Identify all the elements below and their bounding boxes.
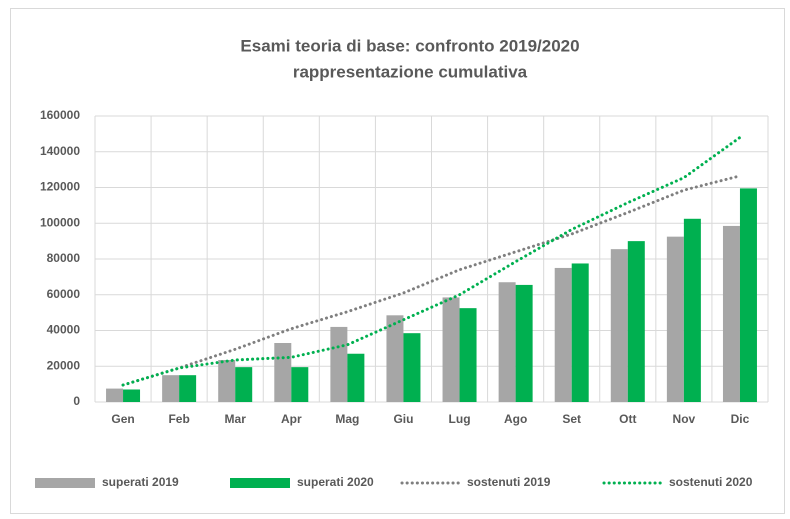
bar [610, 249, 628, 402]
legend-swatch [35, 478, 95, 488]
y-tick-label: 100000 [40, 215, 80, 229]
x-tick-label: Nov [673, 412, 696, 426]
x-tick-label: Dic [731, 412, 750, 426]
bar [666, 236, 684, 402]
bar [515, 284, 533, 402]
bar [162, 375, 180, 402]
bar [459, 308, 477, 402]
bar [235, 367, 253, 402]
legend-swatch [230, 478, 290, 488]
bar [403, 333, 421, 402]
bar [571, 263, 589, 402]
bar [106, 388, 124, 402]
legend-label: superati 2019 [102, 475, 179, 489]
y-tick-label: 140000 [40, 144, 80, 158]
x-tick-label: Mar [225, 412, 247, 426]
bar [722, 225, 740, 402]
bar [274, 343, 292, 402]
bar [291, 367, 309, 402]
x-tick-label: Feb [168, 412, 189, 426]
y-tick-label: 0 [73, 394, 80, 408]
bar [554, 267, 572, 402]
chart-subtitle: rappresentazione cumulativa [293, 62, 528, 81]
bar [347, 353, 365, 402]
trend-line [121, 174, 742, 387]
legend-label: sostenuti 2019 [467, 475, 551, 489]
x-tick-label: Apr [281, 412, 302, 426]
x-tick-label: Set [562, 412, 581, 426]
chart-title: Esami teoria di base: confronto 2019/202… [240, 36, 579, 55]
bar [739, 188, 757, 402]
y-tick-label: 120000 [40, 180, 80, 194]
bar [123, 389, 141, 402]
bar [498, 282, 516, 402]
y-tick-label: 160000 [40, 108, 80, 122]
trend-line [121, 135, 742, 387]
bar [179, 375, 197, 402]
bar [683, 218, 701, 402]
bar [386, 315, 404, 402]
bar [218, 359, 236, 402]
y-tick-label: 80000 [47, 251, 81, 265]
bar [627, 241, 645, 402]
bar [442, 297, 460, 402]
x-tick-label: Ott [619, 412, 636, 426]
x-tick-label: Lug [449, 412, 471, 426]
x-tick-label: Mag [335, 412, 359, 426]
bar [330, 326, 348, 402]
y-tick-label: 40000 [47, 323, 81, 337]
x-tick-label: Ago [504, 412, 527, 426]
legend-label: sostenuti 2020 [669, 475, 753, 489]
legend-label: superati 2020 [297, 475, 374, 489]
x-tick-label: Giu [393, 412, 413, 426]
x-tick-label: Gen [111, 412, 134, 426]
y-tick-label: 60000 [47, 287, 81, 301]
y-tick-label: 20000 [47, 358, 81, 372]
